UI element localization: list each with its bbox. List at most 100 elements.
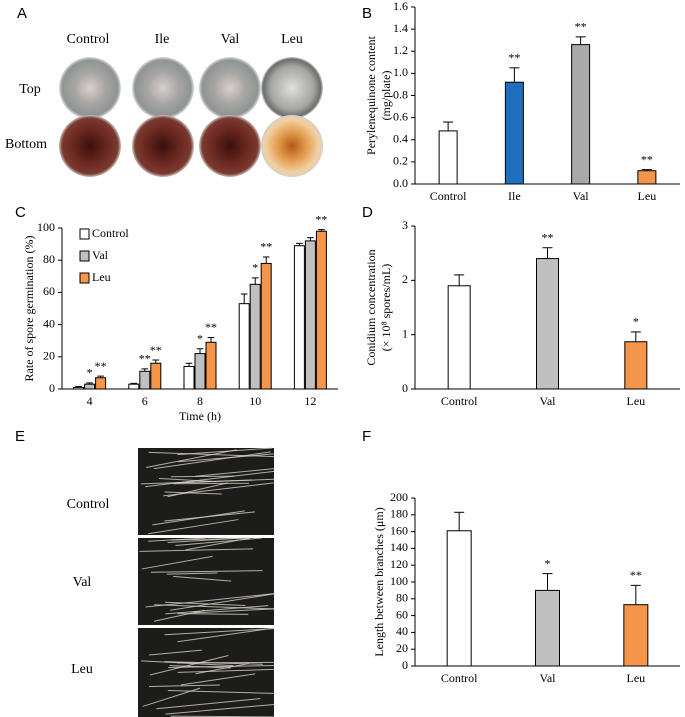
y-tick-label: 160 [390,523,408,537]
hypha [195,663,249,675]
y-tick-label: 0.4 [393,132,408,146]
y-tick-label: 60 [396,607,408,621]
x-tick-label: Val [540,394,557,408]
hypha [170,475,235,478]
y-tick-label: 1 [402,326,408,340]
y-tick-label: 3 [402,218,408,232]
y-tick-label: 0.6 [393,109,408,123]
panel-label: E [15,428,25,445]
panel-label: D [362,204,373,221]
panel-label: F [362,428,371,445]
hypha [177,613,249,615]
x-tick-label: Val [540,671,557,685]
y-tick-label: 120 [390,557,408,571]
bar [447,285,471,390]
significance-label: ** [508,51,520,65]
bar [194,353,206,390]
hypha [156,698,261,710]
hypha [159,477,217,483]
hypha [149,655,229,676]
significance-label: ** [139,352,151,366]
significance-label: ** [260,240,272,254]
y-tick-label: 0 [402,658,408,672]
column-label: Ile [155,32,170,47]
hypha [166,572,218,575]
x-tick-label: 4 [87,394,93,408]
row-label: Bottom [5,137,47,152]
significance-label: ** [542,230,554,244]
y-axis-label: Rate of spore germination (%) [22,236,36,382]
x-tick-label: Ile [508,189,521,203]
y-axis-label: (mg/plate) [379,71,393,121]
plate-photo [132,115,194,177]
significance-label: ** [630,568,642,582]
y-tick-label: 20 [43,349,55,363]
panel-label: B [362,5,372,22]
x-tick-label: 12 [304,394,316,408]
hypha [180,673,256,686]
bar [73,386,85,390]
y-tick-label: 100 [37,220,55,234]
hypha [140,479,253,485]
significance-label: * [252,261,258,275]
hypha [141,555,213,570]
hypha [164,491,222,495]
bar [536,258,559,390]
bar [249,283,261,390]
panel-a: A Control Ile Val Leu Top Bottom [5,5,323,177]
y-tick-label: 40 [396,624,408,638]
hypha [139,548,254,552]
panel-label: A [17,5,27,22]
row-label: Val [73,575,92,590]
hypha [141,660,234,667]
y-tick-label: 0 [49,381,55,395]
x-tick-label: Leu [627,671,646,685]
hypha [146,449,237,468]
hypha [148,519,239,535]
bar [446,530,472,667]
plate-photo [199,57,261,119]
y-tick-label: 0.2 [393,154,408,168]
plate-photo [59,57,121,119]
legend-swatch [79,228,90,240]
hypha [175,537,262,547]
bar [623,604,649,667]
hypha [145,593,275,608]
hypha [164,628,275,636]
column-label: Control [67,32,110,47]
bar [504,81,524,185]
bar [238,303,250,390]
y-tick-label: 80 [396,591,408,605]
y-tick-label: 0.0 [393,176,408,190]
row-label: Control [67,497,110,512]
x-tick-label: 6 [142,394,148,408]
significance-label: ** [575,20,587,34]
column-label: Val [221,32,240,47]
y-tick-label: 2 [402,272,408,286]
bar [260,262,272,390]
legend-label: Control [92,226,129,240]
hypha [149,684,220,688]
significance-label: ** [205,320,217,334]
hypha [148,537,206,542]
hypha [195,468,275,477]
hypha [177,627,275,643]
y-axis-label: Perylenequinone content [364,35,378,155]
legend-label: Val [92,248,109,262]
plate-photo [199,115,261,177]
hypha [150,570,263,573]
significance-label: * [197,332,203,346]
significance-label: ** [150,343,162,357]
x-tick-label: Leu [627,394,646,408]
x-tick-label: Control [441,394,478,408]
bar [438,130,458,185]
y-tick-label: 200 [390,490,408,504]
panel-e: E Control Val Leu [15,428,274,717]
hypha [165,703,275,715]
column-label: Leu [281,32,303,47]
x-tick-label: 8 [197,394,203,408]
legend-label: Leu [92,270,111,284]
hypha [165,605,269,615]
y-tick-label: 1.6 [393,0,408,13]
